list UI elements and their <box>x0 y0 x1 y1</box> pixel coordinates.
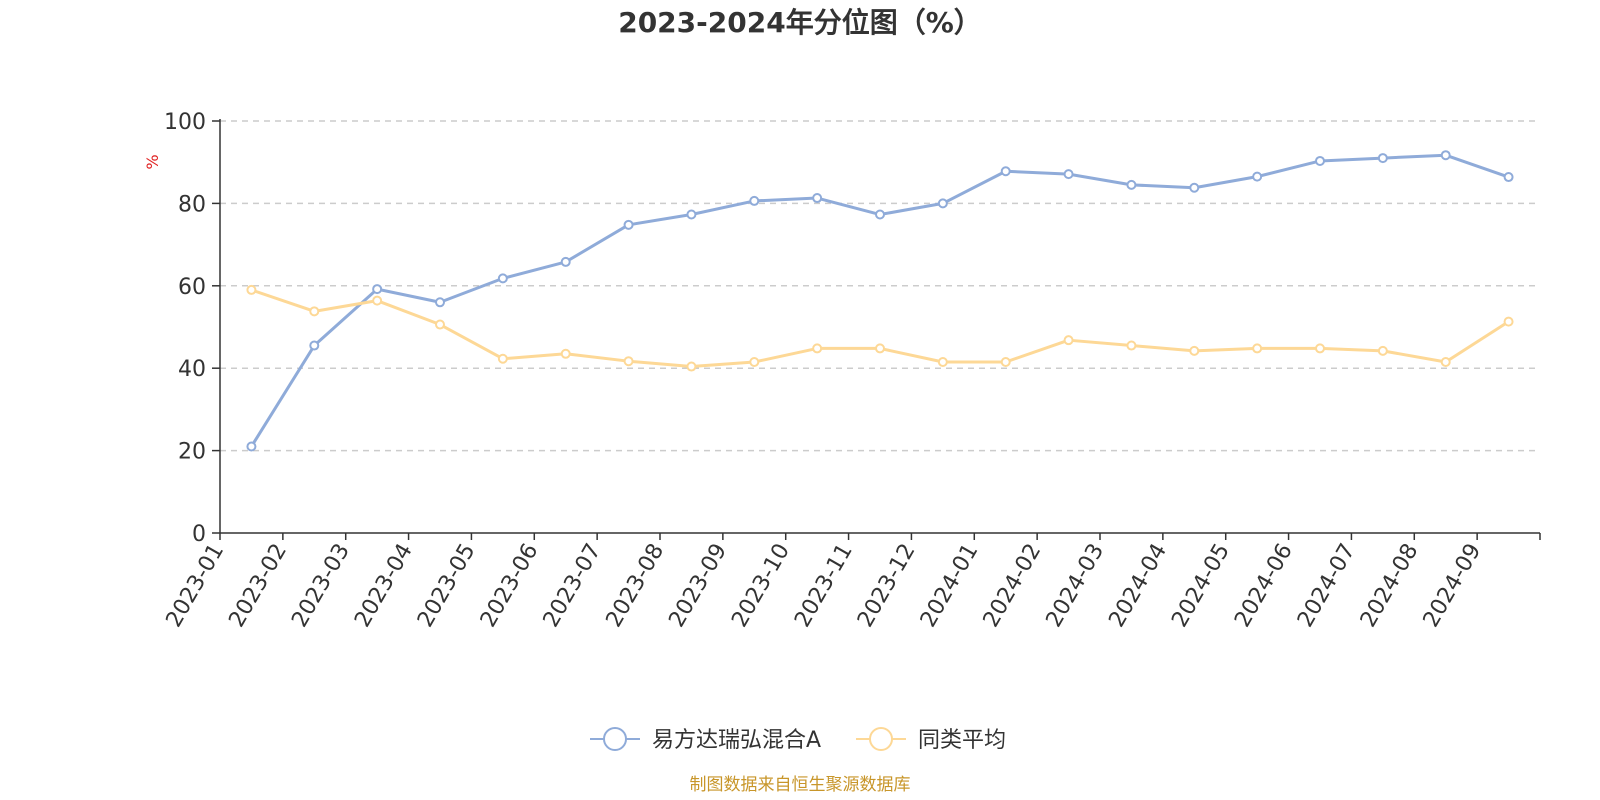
data-point[interactable] <box>246 441 257 452</box>
data-point[interactable] <box>686 361 697 372</box>
x-tick-label: 2023-10 <box>727 540 795 632</box>
data-point[interactable] <box>1377 345 1388 356</box>
legend-label: 同类平均 <box>918 728 1006 753</box>
x-tick-label: 2023-04 <box>350 540 418 632</box>
y-axis-label: % <box>143 154 162 169</box>
data-point[interactable] <box>875 209 885 220</box>
data-point[interactable] <box>372 295 383 306</box>
x-tick-label: 2023-06 <box>476 540 544 632</box>
x-tick-label: 2024-01 <box>916 540 984 632</box>
y-tick-label: 40 <box>178 357 206 382</box>
chart-title: 2023-2024年分位图（%） <box>618 6 982 39</box>
data-point[interactable] <box>623 219 634 230</box>
source-note: 制图数据来自恒生聚源数据库 <box>690 775 911 795</box>
x-tick-label: 2023-02 <box>224 540 292 632</box>
x-tick-label: 2024-03 <box>1042 540 1110 632</box>
x-tick-label: 2024-08 <box>1356 540 1424 632</box>
series-layer <box>246 150 1514 452</box>
data-point[interactable] <box>309 340 320 351</box>
legend[interactable]: 易方达瑞弘混合A 同类平均 <box>590 727 1006 753</box>
data-point[interactable] <box>686 209 697 220</box>
data-point[interactable] <box>1189 182 1200 193</box>
data-point[interactable] <box>1189 345 1200 356</box>
y-tick-label: 80 <box>178 192 206 217</box>
x-tick-label: 2024-05 <box>1167 540 1235 632</box>
data-point[interactable] <box>937 198 948 209</box>
data-point[interactable] <box>1252 343 1263 354</box>
data-point[interactable] <box>435 297 445 308</box>
legend-item-1[interactable]: 同类平均 <box>856 727 1006 753</box>
y-tick-label: 0 <box>192 522 206 547</box>
x-tick-label: 2023-08 <box>602 540 670 632</box>
x-tick-label: 2023-05 <box>413 540 481 632</box>
data-point[interactable] <box>372 284 383 295</box>
data-point[interactable] <box>497 273 508 284</box>
data-point[interactable] <box>1000 357 1011 368</box>
x-tick-label: 2023-09 <box>664 540 732 632</box>
data-point[interactable] <box>1315 155 1325 166</box>
data-point[interactable] <box>1315 343 1325 354</box>
data-point[interactable] <box>560 348 571 359</box>
x-tick-label: 2024-02 <box>979 540 1047 632</box>
x-tick-label: 2024-09 <box>1419 540 1487 632</box>
x-tick-label: 2024-07 <box>1293 540 1361 632</box>
data-point[interactable] <box>812 343 823 354</box>
y-tick-label: 100 <box>164 110 206 135</box>
data-point[interactable] <box>1126 340 1137 351</box>
data-point[interactable] <box>1000 166 1011 177</box>
x-tick-label: 2024-06 <box>1230 540 1298 632</box>
x-tick-label: 2023-01 <box>162 540 230 632</box>
data-point[interactable] <box>435 319 445 330</box>
axes: 0 20 40 60 80 100 2023-012023-022023-032023-04… <box>162 110 1541 632</box>
data-point[interactable] <box>1440 150 1451 161</box>
y-tick-label: 20 <box>178 440 206 465</box>
data-point[interactable] <box>1063 169 1074 180</box>
data-point[interactable] <box>812 193 823 204</box>
x-tick-label: 2023-12 <box>853 540 921 632</box>
data-point[interactable] <box>749 195 760 206</box>
data-point[interactable] <box>937 357 948 368</box>
data-point[interactable] <box>1063 335 1074 346</box>
data-point[interactable] <box>1440 357 1451 368</box>
data-point[interactable] <box>246 284 257 295</box>
gridlines <box>220 120 1540 452</box>
x-tick-label: 2024-04 <box>1104 540 1172 632</box>
data-point[interactable] <box>309 306 320 317</box>
data-point[interactable] <box>560 256 571 267</box>
legend-marker <box>869 727 893 751</box>
y-tick-label: 60 <box>178 275 206 300</box>
data-point[interactable] <box>875 343 885 354</box>
data-point[interactable] <box>1503 316 1514 327</box>
data-point[interactable] <box>1377 153 1388 164</box>
x-tick-label: 2023-07 <box>539 540 607 632</box>
legend-marker <box>603 727 627 751</box>
data-point[interactable] <box>1503 172 1514 183</box>
x-tick-label: 2023-03 <box>287 540 355 632</box>
legend-item-0[interactable]: 易方达瑞弘混合A <box>590 727 821 753</box>
legend-label: 易方达瑞弘混合A <box>652 728 821 753</box>
data-point[interactable] <box>497 353 508 364</box>
x-tick-label: 2023-11 <box>790 540 858 632</box>
data-point[interactable] <box>749 357 760 368</box>
data-point[interactable] <box>1126 179 1137 190</box>
data-point[interactable] <box>1252 171 1263 182</box>
data-point[interactable] <box>623 356 634 367</box>
